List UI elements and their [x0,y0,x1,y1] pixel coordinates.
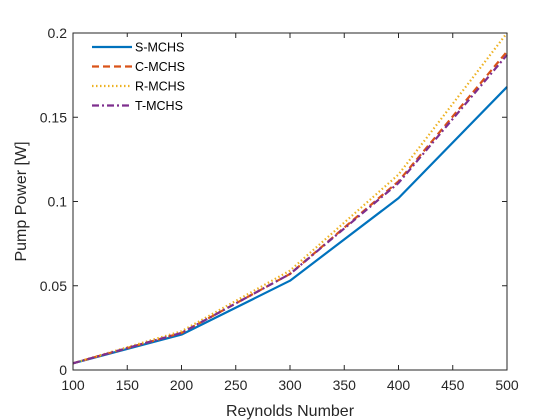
legend-label-c-mchs: C-MCHS [135,60,185,74]
legend-label-t-mchs: T-MCHS [135,99,183,113]
series-layer [72,32,508,365]
x-tick-label: 500 [495,377,519,393]
x-tick-label: 350 [333,377,357,393]
x-tick-label: 450 [441,377,465,393]
legend: S-MCHS C-MCHS R-MCHS T-MCHS [86,37,206,118]
x-tick-label: 400 [387,377,411,393]
legend-box [86,37,206,118]
x-tick-label: 150 [116,377,140,393]
y-tick-label: 0.15 [40,109,67,125]
x-tick-label: 100 [61,377,85,393]
x-tick-label: 300 [278,377,302,393]
legend-label-s-mchs: S-MCHS [135,41,184,55]
y-tick-label: 0.2 [48,25,68,41]
y-tick-label: 0.05 [40,278,67,294]
y-tick-label: 0 [59,362,67,378]
x-axis-label: Reynolds Number [226,403,355,420]
legend-label-r-mchs: R-MCHS [135,80,185,94]
x-tick-label: 200 [170,377,194,393]
series-line-t-mchs [72,54,508,365]
y-axis-label: Pump Power [W] [13,141,30,261]
x-tick-label: 250 [224,377,248,393]
y-tick-label: 0.1 [48,194,68,210]
axes-layer: 100 150 200 250 300 350 400 450 500 0 0.05 0.1 0.15 0… [40,25,519,393]
series-line-r-mchs [72,32,508,365]
series-line-s-mchs [72,86,508,365]
